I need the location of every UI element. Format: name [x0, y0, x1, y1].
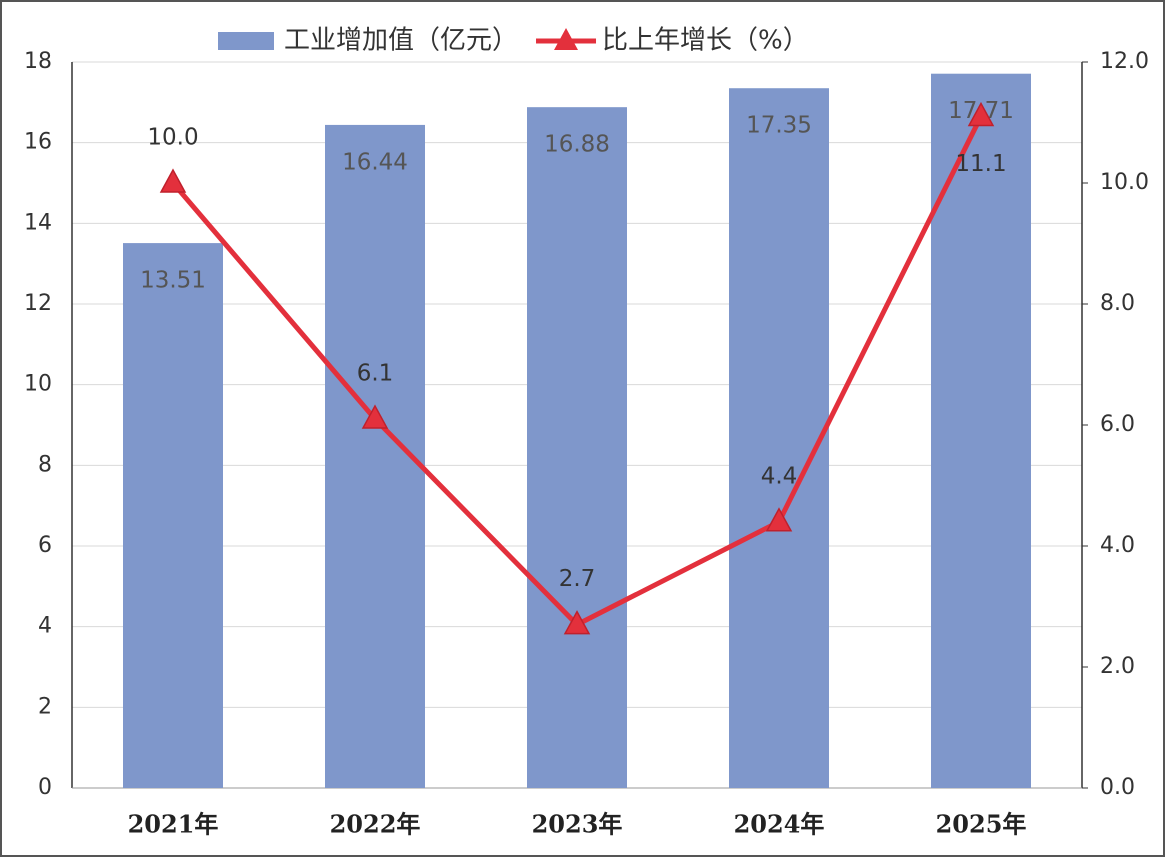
y-tick-label: 16: [24, 130, 52, 155]
bar: [931, 73, 1031, 789]
y2-tick-label: 8.0: [1100, 291, 1135, 316]
legend-swatch: [218, 32, 274, 50]
bar-value-label: 16.44: [342, 149, 408, 175]
x-tick-label: 2021年: [128, 810, 219, 839]
bar-value-label: 16.88: [544, 132, 610, 158]
x-tick-label: 2022年: [330, 810, 421, 839]
y2-tick-label: 2.0: [1100, 654, 1135, 679]
x-tick-label: 2023年: [532, 810, 623, 839]
line-value-label: 11.1: [955, 151, 1006, 177]
line-marker: [765, 507, 793, 532]
y-tick-label: 12: [24, 291, 52, 316]
legend-label: 工业增加值（亿元）: [284, 26, 518, 56]
bar-value-label: 13.51: [140, 268, 206, 294]
line-marker: [361, 404, 389, 429]
line-marker: [563, 610, 591, 635]
line-marker: [159, 168, 187, 193]
y2-tick-label: 6.0: [1100, 412, 1135, 437]
y-tick-label: 8: [38, 452, 52, 477]
y-tick-label: 6: [38, 533, 52, 558]
y-tick-label: 0: [38, 775, 52, 800]
bar: [729, 88, 829, 788]
y2-tick-label: 4.0: [1100, 533, 1135, 558]
y2-tick-label: 12.0: [1100, 49, 1149, 74]
y-tick-label: 18: [24, 49, 52, 74]
y-tick-label: 2: [38, 694, 52, 719]
line-value-label: 6.1: [357, 360, 394, 386]
x-tick-label: 2025年: [936, 810, 1027, 839]
y-tick-label: 4: [38, 614, 52, 639]
y2-tick-label: 10.0: [1100, 170, 1149, 195]
bar: [123, 243, 223, 788]
line-value-label: 10.0: [147, 125, 198, 151]
bar-value-label: 17.35: [746, 113, 812, 139]
y-tick-label: 14: [24, 210, 52, 235]
x-tick-label: 2024年: [734, 810, 825, 839]
legend-label: 比上年增长（%）: [602, 26, 809, 56]
line-value-label: 2.7: [559, 566, 596, 592]
line-marker: [967, 101, 995, 127]
line-value-label: 4.4: [761, 463, 798, 489]
y-tick-label: 10: [24, 372, 52, 397]
legend-marker: [554, 28, 579, 50]
bar: [527, 107, 627, 788]
y2-tick-label: 0.0: [1100, 775, 1135, 800]
